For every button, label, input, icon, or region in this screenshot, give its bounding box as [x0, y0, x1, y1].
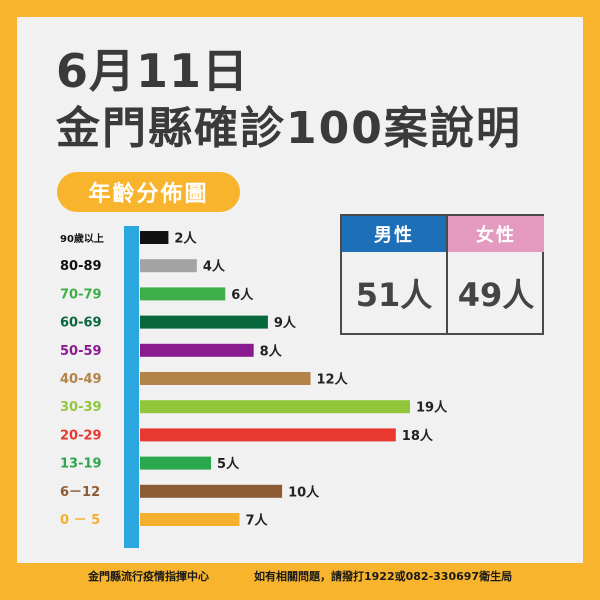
category-label: 13-19	[60, 457, 102, 472]
bar	[140, 372, 311, 385]
gender-male-value: 51人	[355, 275, 433, 314]
category-label: 90歲以上	[60, 232, 104, 245]
bar	[140, 343, 254, 357]
bar	[140, 400, 410, 414]
title-main: 金門縣確診100案說明	[56, 103, 522, 154]
category-label: 20-29	[60, 428, 102, 443]
data-label: 12人	[317, 372, 349, 388]
bar	[140, 287, 226, 301]
data-label: 18人	[402, 428, 434, 444]
chart-axis-bar	[124, 226, 139, 548]
data-label: 6人	[231, 287, 254, 303]
data-label: 2人	[174, 231, 197, 247]
gender-female-label: 女性	[448, 216, 544, 252]
footer-organization: 金門縣流行疫情指揮中心	[88, 570, 209, 583]
category-label: 6－12	[60, 485, 100, 500]
gender-male-column: 男性 51人	[342, 216, 446, 333]
category-label: 50-59	[60, 344, 102, 359]
footer-contact: 如有相關問題，請撥打1922或082-330697衛生局	[254, 570, 513, 583]
data-label: 5人	[217, 456, 240, 472]
bar	[140, 456, 212, 470]
section-label-pill: 年齡分佈圖	[57, 172, 240, 212]
data-label: 9人	[274, 315, 297, 331]
category-label: 30-39	[60, 400, 102, 415]
bar	[140, 259, 197, 273]
data-label: 4人	[203, 259, 226, 275]
gender-female-value: 49人	[457, 275, 535, 314]
gender-male-label: 男性	[342, 216, 446, 252]
category-label: 40-49	[60, 372, 102, 387]
bar	[140, 428, 396, 442]
category-label: 60-69	[60, 316, 102, 331]
data-label: 10人	[288, 484, 320, 500]
gender-table: 男性 51人 女性 49人	[340, 214, 544, 335]
category-label: 70-79	[60, 287, 102, 302]
data-label: 19人	[416, 400, 448, 416]
bar	[140, 484, 283, 498]
bar	[140, 231, 169, 244]
bar	[140, 315, 268, 329]
bar	[140, 513, 240, 526]
gender-female-column: 女性 49人	[446, 216, 544, 333]
data-label: 7人	[245, 513, 268, 529]
category-label: 0 － 5	[60, 513, 100, 528]
title-date: 6月11日	[56, 44, 250, 98]
data-label: 8人	[260, 343, 283, 359]
category-label: 80-89	[60, 259, 102, 274]
